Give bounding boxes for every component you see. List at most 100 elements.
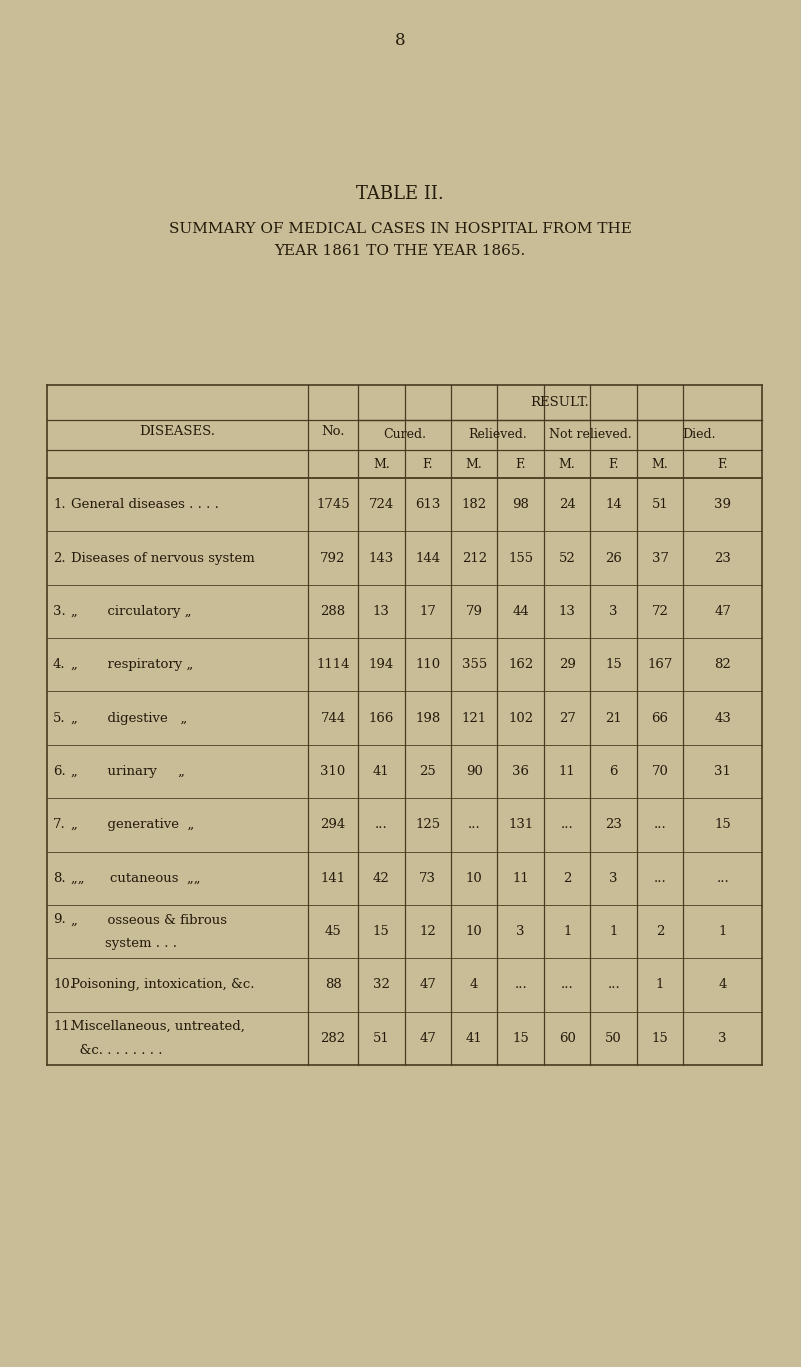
Text: 70: 70 [652,766,669,778]
Text: 2: 2 [656,925,664,938]
Text: 3: 3 [718,1032,727,1044]
Text: 613: 613 [415,498,441,511]
Text: M.: M. [466,458,482,470]
Text: 66: 66 [651,712,669,725]
Text: ...: ... [716,872,729,884]
Text: 155: 155 [508,551,533,565]
Text: 25: 25 [420,766,436,778]
Text: 79: 79 [465,606,483,618]
Text: 21: 21 [606,712,622,725]
Text: 110: 110 [415,659,441,671]
Text: „„      cutaneous  „„: „„ cutaneous „„ [71,872,200,884]
Text: 6.: 6. [53,766,66,778]
Text: 724: 724 [368,498,394,511]
Text: 744: 744 [320,712,345,725]
Text: 121: 121 [461,712,487,725]
Text: 15: 15 [513,1032,529,1044]
Text: 102: 102 [508,712,533,725]
Text: 11: 11 [513,872,529,884]
Text: F.: F. [422,458,433,470]
Text: 51: 51 [373,1032,389,1044]
Text: 4: 4 [718,979,727,991]
Text: 1.: 1. [53,498,66,511]
Text: 125: 125 [415,819,441,831]
Text: „       respiratory „: „ respiratory „ [71,659,193,671]
Text: 4: 4 [470,979,478,991]
Text: 29: 29 [559,659,576,671]
Text: ...: ... [654,819,666,831]
Text: F.: F. [609,458,619,470]
Text: 1745: 1745 [316,498,350,511]
Text: 72: 72 [652,606,669,618]
Text: 42: 42 [373,872,389,884]
Text: ...: ... [561,979,574,991]
Text: RESULT.: RESULT. [530,396,590,409]
Text: 11.: 11. [53,1020,74,1033]
Text: 11: 11 [559,766,576,778]
Text: 47: 47 [419,1032,437,1044]
Text: ...: ... [654,872,666,884]
Text: ...: ... [607,979,620,991]
Text: 141: 141 [320,872,345,884]
Text: 167: 167 [647,659,673,671]
Text: 90: 90 [465,766,483,778]
Text: 3: 3 [610,606,618,618]
Text: 1: 1 [656,979,664,991]
Text: 194: 194 [368,659,394,671]
Text: 3: 3 [610,872,618,884]
Text: 41: 41 [466,1032,482,1044]
Text: 60: 60 [559,1032,576,1044]
Text: 36: 36 [512,766,529,778]
Text: F.: F. [718,458,728,470]
Text: 144: 144 [415,551,441,565]
Text: 198: 198 [415,712,441,725]
Text: YEAR 1861 TO THE YEAR 1865.: YEAR 1861 TO THE YEAR 1865. [275,243,525,258]
Text: 13: 13 [372,606,390,618]
Text: „       osseous & fibrous: „ osseous & fibrous [71,913,227,927]
Text: 310: 310 [320,766,345,778]
Text: ...: ... [468,819,481,831]
Text: 41: 41 [373,766,389,778]
Text: 143: 143 [368,551,394,565]
Text: „       generative  „: „ generative „ [71,819,195,831]
Text: 1: 1 [610,925,618,938]
Text: 45: 45 [324,925,341,938]
Text: 24: 24 [559,498,576,511]
Text: 3.: 3. [53,606,66,618]
Text: Diseases of nervous system: Diseases of nervous system [71,551,255,565]
Text: ...: ... [514,979,527,991]
Text: 1114: 1114 [316,659,350,671]
Text: 5.: 5. [53,712,66,725]
Text: 166: 166 [368,712,394,725]
Text: No.: No. [321,425,344,437]
Text: 17: 17 [419,606,437,618]
Text: 212: 212 [461,551,487,565]
Text: 792: 792 [320,551,346,565]
Text: 282: 282 [320,1032,345,1044]
Text: 15: 15 [652,1032,669,1044]
Text: 15: 15 [714,819,731,831]
Text: 1: 1 [563,925,571,938]
Text: 7.: 7. [53,819,66,831]
Text: 39: 39 [714,498,731,511]
Text: 27: 27 [559,712,576,725]
Text: TABLE II.: TABLE II. [356,185,444,204]
Text: 13: 13 [559,606,576,618]
Text: Poisoning, intoxication, &c.: Poisoning, intoxication, &c. [71,979,255,991]
Text: Cured.: Cured. [383,428,426,442]
Text: 6: 6 [610,766,618,778]
Text: M.: M. [559,458,576,470]
Text: 26: 26 [606,551,622,565]
Text: 3: 3 [517,925,525,938]
Text: 31: 31 [714,766,731,778]
Text: Not relieved.: Not relieved. [549,428,632,442]
Text: M.: M. [373,458,389,470]
Text: 12: 12 [420,925,436,938]
Text: „       circulatory „: „ circulatory „ [71,606,191,618]
Text: 8: 8 [395,31,405,49]
Text: ...: ... [561,819,574,831]
Text: 52: 52 [559,551,576,565]
Text: system . . .: system . . . [71,936,177,950]
Text: 51: 51 [652,498,669,511]
Text: Relieved.: Relieved. [468,428,527,442]
